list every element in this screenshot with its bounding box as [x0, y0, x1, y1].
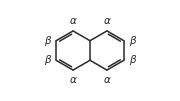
- Text: α: α: [70, 75, 76, 85]
- Text: β: β: [44, 36, 51, 46]
- Text: α: α: [103, 16, 110, 26]
- Text: α: α: [70, 16, 76, 26]
- Text: β: β: [44, 55, 51, 65]
- Text: β: β: [129, 36, 136, 46]
- Text: β: β: [129, 55, 136, 65]
- Text: α: α: [103, 75, 110, 85]
